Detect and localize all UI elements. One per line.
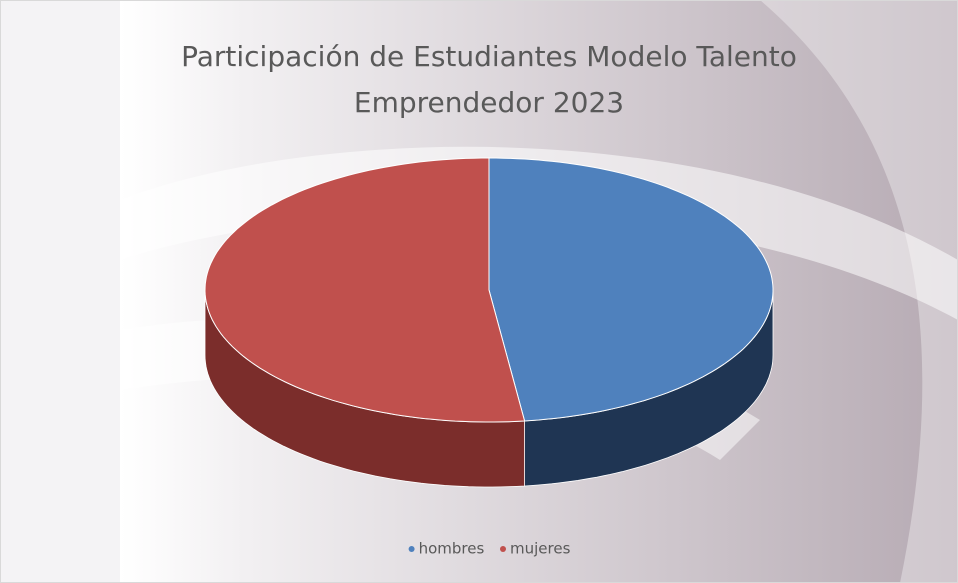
legend-marker (500, 546, 506, 552)
legend: hombres mujeres (408, 540, 571, 558)
decoration (760, 0, 958, 583)
legend-label: hombres (419, 540, 485, 558)
slice (488, 157, 774, 422)
slice (204, 157, 526, 423)
chart-title: Participación de Estudiantes Modelo Tale… (181, 40, 797, 119)
pie (204, 157, 774, 488)
legend-label: mujeres (510, 540, 571, 558)
legend-marker (408, 546, 415, 552)
